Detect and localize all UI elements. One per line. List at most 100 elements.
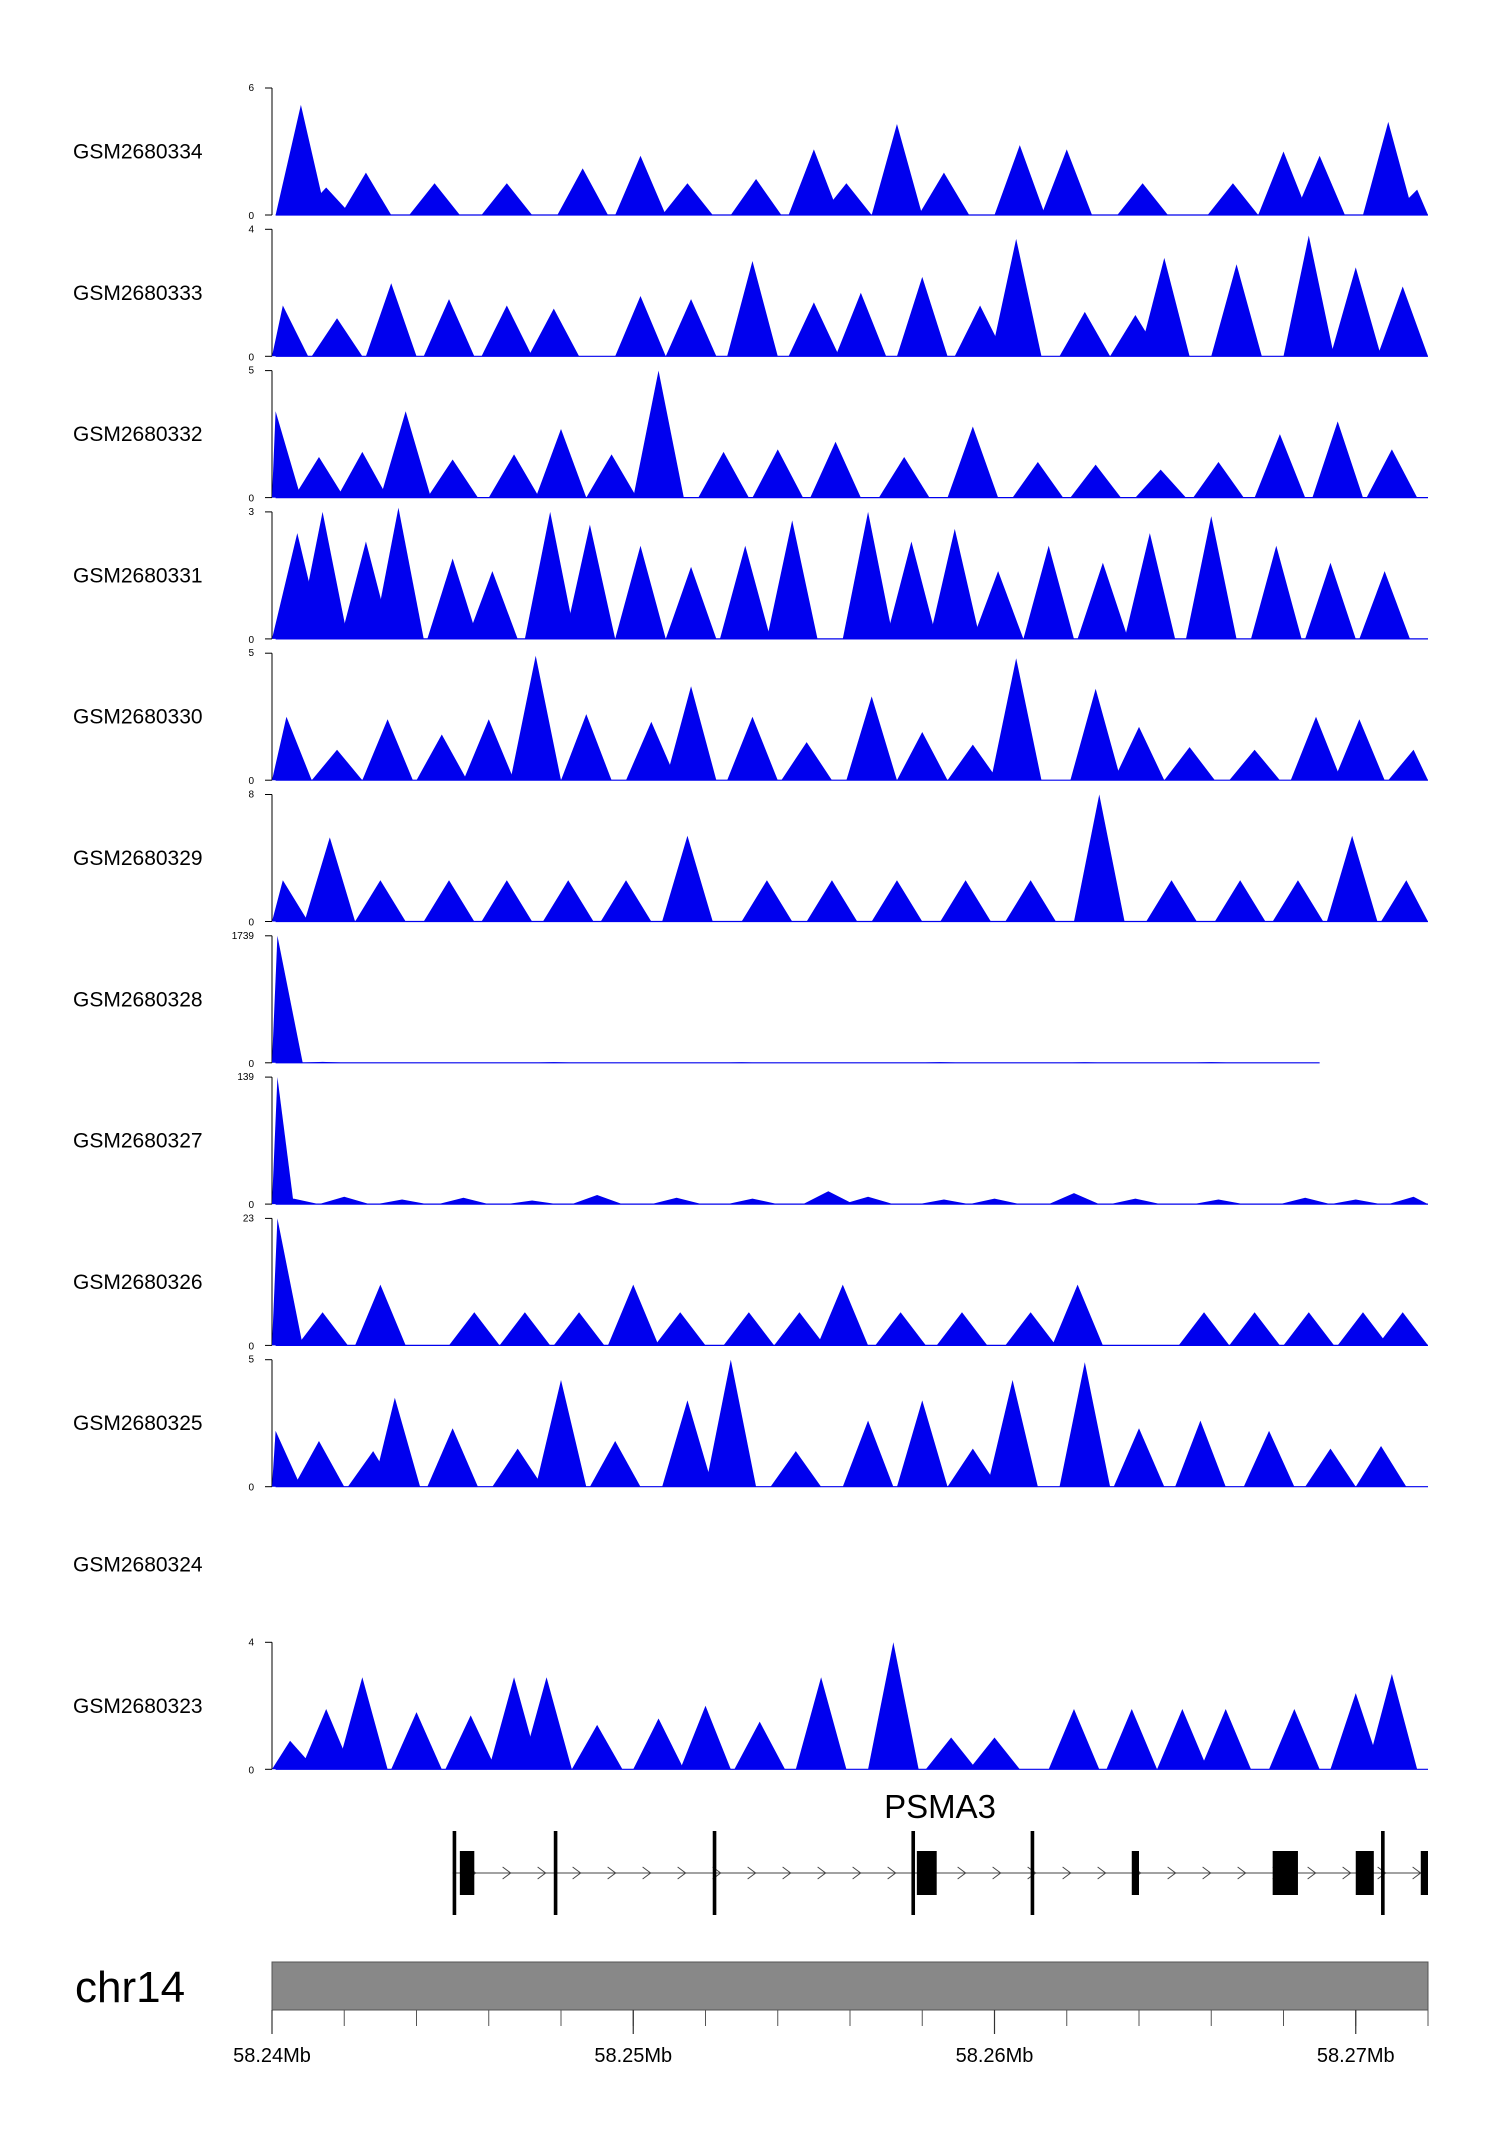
coverage-peak	[589, 1440, 641, 1487]
coverage-peak	[481, 183, 533, 215]
coverage-peak	[871, 123, 923, 215]
strand-arrow	[537, 1866, 547, 1880]
coverage-peak	[842, 511, 894, 639]
strand-arrow	[572, 1866, 582, 1880]
coverage-peak	[662, 835, 713, 922]
track-label: GSM2680324	[73, 1554, 203, 1577]
coverage-peak	[416, 734, 468, 781]
coverage-peak	[633, 1718, 684, 1770]
coverage-peak	[723, 1312, 775, 1346]
coverage-peak	[1005, 1312, 1056, 1346]
gene-exon	[1272, 1851, 1298, 1895]
coverage-peak	[380, 411, 431, 498]
coverage-peak	[1355, 1446, 1407, 1487]
strand-arrow	[1307, 1866, 1317, 1880]
coverage-peak	[337, 1677, 388, 1770]
coverage-peak	[615, 295, 666, 357]
coverage-peak	[868, 1642, 919, 1770]
coverage-peak	[1388, 749, 1428, 781]
data-tracks: GSM268033460GSM268033340GSM268033250GSM2…	[73, 83, 1428, 1776]
y-min-label: 0	[248, 776, 254, 787]
strand-arrow	[1097, 1866, 1107, 1880]
coverage-peak	[972, 571, 1024, 639]
coverage-peak	[936, 1312, 988, 1346]
coverage-peak	[752, 449, 804, 498]
gene-exon	[712, 1831, 717, 1915]
coverage-peak	[337, 451, 388, 498]
coverage-peak	[803, 1191, 854, 1205]
y-max-label: 6	[248, 83, 254, 94]
coverage-peak	[499, 1312, 551, 1346]
coverage-peak	[817, 1284, 869, 1346]
gene-exon	[452, 1831, 457, 1915]
coverage-peak	[1110, 1198, 1161, 1205]
coverage-peak	[1113, 1428, 1165, 1487]
coverage-peak	[1070, 688, 1121, 781]
coverage-peak	[1290, 716, 1342, 781]
coverage-peak	[662, 1400, 713, 1487]
coverage-peak	[1269, 1708, 1320, 1770]
coverage-peak	[463, 719, 515, 781]
coverage-peak	[1073, 794, 1125, 922]
coverage-peak	[1124, 533, 1176, 639]
coverage-peak	[488, 1677, 540, 1770]
coverage-peak	[896, 1400, 948, 1487]
coverage-peak	[293, 456, 345, 498]
coverage-peak	[1279, 1197, 1331, 1205]
coverage-peak	[1052, 1284, 1103, 1346]
coverage-peak	[272, 716, 312, 781]
coverage-peak	[716, 1062, 767, 1063]
coverage-peak	[788, 302, 840, 357]
strand-arrow	[607, 1866, 617, 1880]
coverage-peak	[297, 1061, 348, 1063]
coverage-peak	[846, 696, 897, 781]
coverage-peak	[467, 571, 518, 639]
coverage-peak	[535, 429, 587, 498]
coverage-peak	[318, 1196, 370, 1205]
y-min-label: 0	[248, 1200, 254, 1211]
coverage-peak	[969, 1737, 1020, 1770]
coverage-peak	[571, 1194, 623, 1205]
coverage-peak	[1106, 1708, 1158, 1770]
coverage-peak	[586, 454, 637, 498]
coverage-peak	[1272, 880, 1324, 922]
chromosome-ideogram	[271, 1961, 1429, 2011]
strand-arrow	[677, 1866, 687, 1880]
y-min-label: 0	[248, 918, 254, 929]
coverage-peak	[492, 1448, 543, 1487]
coverage-peak	[1200, 1708, 1251, 1770]
coverage-peak	[665, 299, 717, 357]
coverage-peak	[1359, 571, 1410, 639]
coverage-peak	[940, 880, 991, 922]
track-GSM2680333: GSM2680333 4 0	[73, 224, 1428, 363]
coverage-peak	[987, 1380, 1038, 1487]
strand-arrow	[1167, 1866, 1177, 1880]
coverage-peak	[1330, 267, 1382, 357]
coverage-peak	[878, 456, 930, 498]
coverage-peak	[311, 749, 363, 781]
coverage-peak	[300, 187, 352, 215]
track-label: GSM2680331	[73, 564, 203, 587]
coverage-peak	[1391, 189, 1428, 215]
coverage-peak	[1059, 311, 1111, 357]
coverage-peak	[1283, 235, 1335, 357]
coverage-peak	[1366, 449, 1418, 498]
gene-exon	[1381, 1831, 1385, 1915]
coverage-peak	[272, 305, 309, 357]
coverage-peak	[719, 545, 771, 639]
coverage-peak	[1388, 1196, 1428, 1205]
coverage-peak	[781, 742, 832, 781]
track-GSM2680332: GSM2680332 5 0	[73, 366, 1428, 505]
coverage-peak	[969, 1198, 1020, 1205]
coverage-peak	[1146, 880, 1197, 922]
gene-model: PSMA3	[452, 1788, 1428, 1915]
coverage-peak	[1229, 749, 1280, 781]
axis-tick-label: 58.24Mb	[233, 2045, 311, 2067]
track-label: GSM2680326	[73, 1271, 203, 1294]
coverage-peak	[1326, 835, 1378, 922]
y-max-label: 3	[248, 507, 254, 518]
coverage-peak	[925, 1737, 977, 1770]
coverage-peak	[1023, 545, 1074, 639]
coverage-peak	[727, 716, 778, 781]
coverage-peak	[1305, 1448, 1356, 1487]
